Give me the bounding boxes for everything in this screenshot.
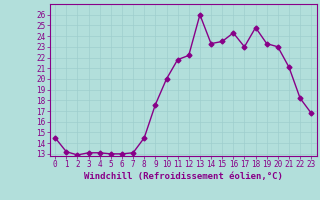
X-axis label: Windchill (Refroidissement éolien,°C): Windchill (Refroidissement éolien,°C) [84, 172, 283, 181]
